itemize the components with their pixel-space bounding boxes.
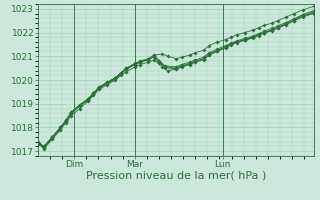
X-axis label: Pression niveau de la mer( hPa ): Pression niveau de la mer( hPa ) xyxy=(86,171,266,181)
